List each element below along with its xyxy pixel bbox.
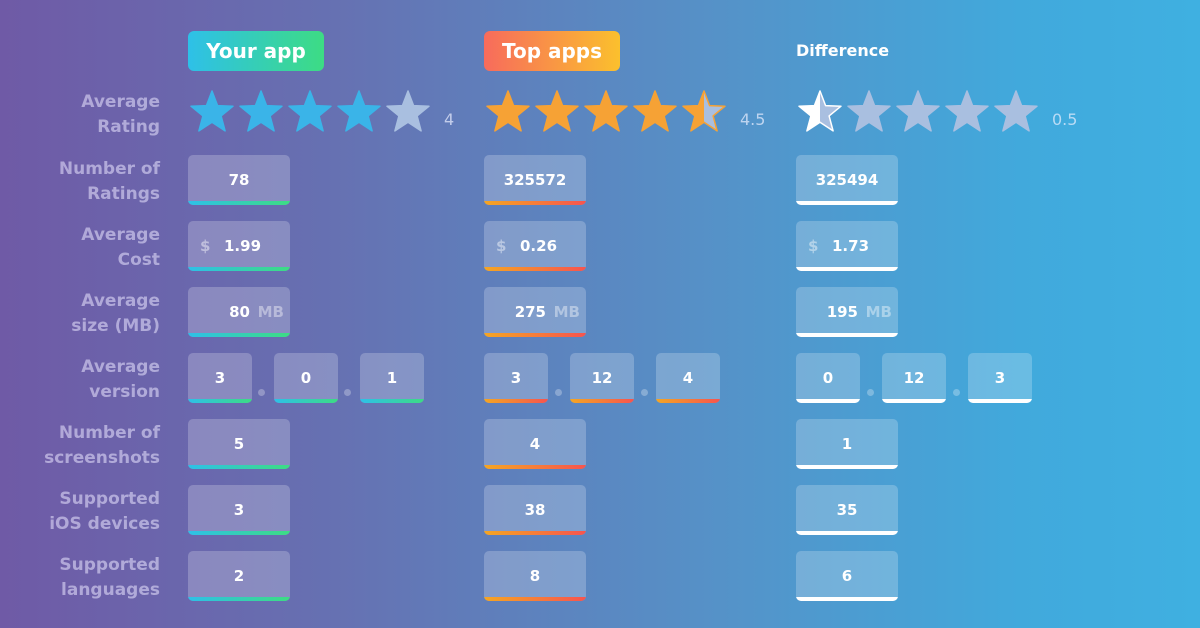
label-average-version: Average version [20, 355, 160, 405]
star-icon [237, 88, 285, 136]
star-icon [188, 88, 236, 136]
cost-value: 0.26 [520, 237, 558, 255]
your-app-rating-value: 4 [444, 110, 455, 129]
label-line: screenshots [44, 448, 160, 468]
star-icon [992, 88, 1040, 136]
difference-rating-stars [796, 88, 1041, 136]
star-icon [631, 88, 679, 136]
your-app-version-major: 3 [188, 353, 252, 403]
difference-version-minor: 12 [882, 353, 946, 403]
your-app-ratings-count: 78 [188, 155, 290, 205]
star-icon [335, 88, 383, 136]
your-app-languages: 2 [188, 551, 290, 601]
size-unit: MB [865, 303, 892, 321]
label-line: Average [81, 225, 160, 245]
cost-value: 1.99 [224, 237, 262, 255]
difference-ios-devices: 35 [796, 485, 898, 535]
label-line: Average [81, 357, 160, 377]
difference-rating-value: 0.5 [1052, 110, 1078, 129]
your-app-version-patch: 1 [360, 353, 424, 403]
top-apps-header: Top apps [484, 31, 620, 71]
size-value: 80 [229, 303, 250, 321]
star-icon [680, 88, 728, 136]
version-separator-dot [258, 389, 265, 396]
size-unit: MB [257, 303, 284, 321]
version-separator-dot [953, 389, 960, 396]
difference-average-size: 195 MB [796, 287, 898, 337]
star-icon [286, 88, 334, 136]
label-average-rating: Average Rating [20, 90, 160, 140]
cost-value: 1.73 [832, 237, 870, 255]
label-supported-languages: Supported languages [20, 553, 160, 603]
top-apps-version-minor: 12 [570, 353, 634, 403]
your-app-header: Your app [188, 31, 324, 71]
currency-symbol: $ [200, 237, 211, 255]
top-apps-rating-value: 4.5 [740, 110, 766, 129]
size-unit: MB [553, 303, 580, 321]
label-line: Ratings [87, 184, 160, 204]
star-icon [894, 88, 942, 136]
star-icon [845, 88, 893, 136]
label-line: Supported [59, 555, 160, 575]
your-app-average-size: 80 MB [188, 287, 290, 337]
label-line: Supported [59, 489, 160, 509]
your-app-rating-stars [188, 88, 433, 136]
label-line: languages [61, 580, 160, 600]
label-line: Number of [58, 423, 160, 443]
size-value: 275 [514, 303, 546, 321]
label-number-of-ratings: Number of Ratings [20, 157, 160, 207]
difference-version-major: 0 [796, 353, 860, 403]
label-line: size (MB) [71, 316, 160, 336]
star-icon [796, 88, 844, 136]
version-separator-dot [344, 389, 351, 396]
difference-version-patch: 3 [968, 353, 1032, 403]
difference-screenshots: 1 [796, 419, 898, 469]
currency-symbol: $ [808, 237, 819, 255]
label-number-of-screenshots: Number of screenshots [20, 421, 160, 471]
top-apps-average-cost: $ 0.26 [484, 221, 586, 271]
difference-languages: 6 [796, 551, 898, 601]
size-value: 195 [826, 303, 858, 321]
top-apps-screenshots: 4 [484, 419, 586, 469]
label-supported-ios-devices: Supported iOS devices [20, 487, 160, 537]
your-app-version-minor: 0 [274, 353, 338, 403]
label-line: iOS devices [49, 514, 160, 534]
label-line: Average [81, 291, 160, 311]
star-icon [533, 88, 581, 136]
star-icon [484, 88, 532, 136]
currency-symbol: $ [496, 237, 507, 255]
label-line: Number of [58, 159, 160, 179]
label-line: Cost [117, 250, 160, 270]
label-average-size: Average size (MB) [20, 289, 160, 339]
label-line: version [89, 382, 160, 402]
top-apps-version-major: 3 [484, 353, 548, 403]
top-apps-rating-stars [484, 88, 729, 136]
difference-average-cost: $ 1.73 [796, 221, 898, 271]
your-app-ios-devices: 3 [188, 485, 290, 535]
star-icon [582, 88, 630, 136]
version-separator-dot [641, 389, 648, 396]
star-icon [943, 88, 991, 136]
label-average-cost: Average Cost [20, 223, 160, 273]
difference-ratings-count: 325494 [796, 155, 898, 205]
top-apps-version-patch: 4 [656, 353, 720, 403]
top-apps-average-size: 275 MB [484, 287, 586, 337]
difference-header: Difference [796, 41, 890, 60]
top-apps-ios-devices: 38 [484, 485, 586, 535]
label-line: Average [81, 92, 160, 112]
star-icon [384, 88, 432, 136]
top-apps-languages: 8 [484, 551, 586, 601]
version-separator-dot [555, 389, 562, 396]
your-app-screenshots: 5 [188, 419, 290, 469]
your-app-average-cost: $ 1.99 [188, 221, 290, 271]
label-line: Rating [97, 117, 160, 137]
version-separator-dot [867, 389, 874, 396]
top-apps-ratings-count: 325572 [484, 155, 586, 205]
